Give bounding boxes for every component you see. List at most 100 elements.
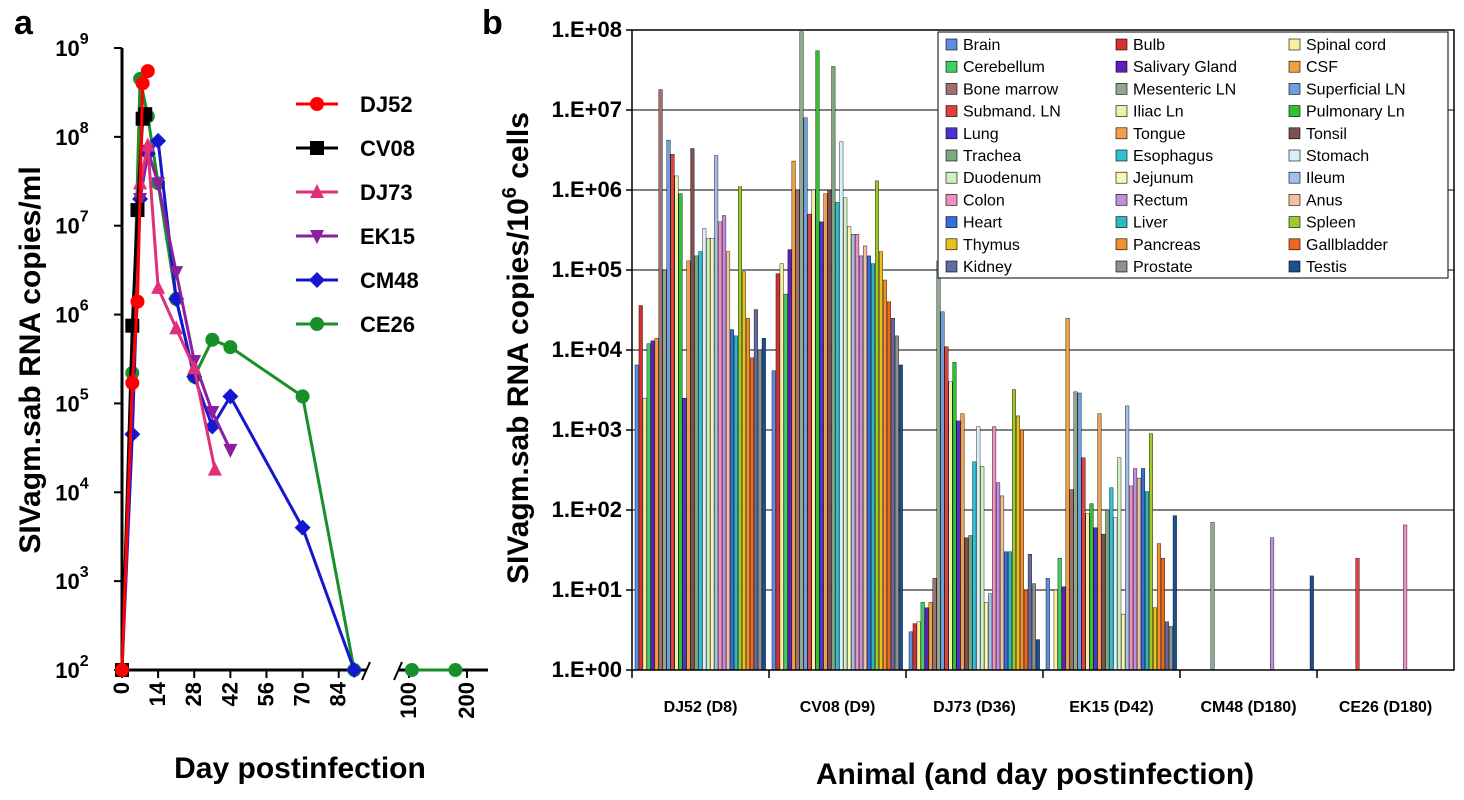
legend-label: Superficial LN [1306,81,1406,98]
legend-swatch [1288,60,1301,73]
legend-label: CM48 [360,268,419,293]
legend-item-ileum: Ileum [1288,170,1345,187]
bar-brain-ek15-d42 [1045,578,1050,671]
bar-superficial-ln-cv08-d9 [803,117,808,671]
bar-iliac-ln-ek15-d42 [1085,513,1090,671]
legend-item-stomach: Stomach [1288,148,1369,165]
legend-item-tongue: Tongue [1115,126,1186,143]
legend-swatch [1115,105,1128,117]
legend-label: Jejunum [1133,170,1193,187]
bar-submand-ln-ce26-d180 [1355,557,1360,671]
legend-item-bulb: Bulb [1115,37,1165,54]
legend-label: Esophagus [1133,148,1213,165]
bar-testis-ek15-d42 [1172,515,1177,671]
bar-testis-cv08-d9 [898,364,903,671]
bar-kidney-dj73-d36 [1027,554,1032,671]
legend-label: Mesenteric LN [1133,81,1236,98]
panel-a-x-tick-label: 84 [326,681,351,706]
series-ce26 [115,71,463,677]
legend-item-superficial-ln: Superficial LN [1288,81,1406,98]
panel-a-y-tick-label: 105 [55,386,88,416]
bar-thymus-dj52-d8 [741,271,746,671]
legend-swatch [1288,105,1301,117]
legend-item-cm48: CM48 [296,268,419,293]
bar-tongue-dj52-d8 [686,260,691,671]
bar-rectum-cm48-d180 [1270,537,1275,671]
bar-jejunum-cv08-d9 [847,226,852,671]
bar-mesenteric-ln-dj73-d36 [936,260,941,671]
legend-swatch [945,38,958,51]
bar-thymus-cv08-d9 [878,251,883,671]
bar-trachea-dj52-d8 [694,255,699,671]
legend-item-testis: Testis [1288,259,1347,276]
legend-label: Tonsil [1306,126,1347,143]
legend-swatch [1288,127,1301,140]
legend-swatch [1288,238,1301,251]
legend-label: Iliac Ln [1133,104,1184,121]
legend-item-esophagus: Esophagus [1115,148,1213,165]
bar-spleen-ek15-d42 [1149,433,1153,671]
legend-item-bone-marrow: Bone marrow [945,81,1059,98]
bar-bone-marrow-ek15-d42 [1069,489,1074,671]
data-point-cm48 [346,662,363,678]
panel-a-x-tick-label: 14 [145,681,170,706]
bar-anus-dj52-d8 [726,251,731,671]
bar-salivary-gland-dj52-d8 [650,340,655,671]
bar-salivary-gland-dj73-d36 [924,607,929,671]
legend-label: DJ73 [360,180,413,205]
legend-item-salivary-gland: Salivary Gland [1115,59,1237,76]
data-point-dj73 [151,279,166,294]
legend-swatch [1288,38,1301,51]
bar-stomach-dj52-d8 [702,228,707,671]
data-point-dj73 [207,461,222,476]
legend-label: Prostate [1133,259,1193,276]
legend-swatch [945,216,958,228]
bar-liver-cv08-d9 [871,263,876,671]
bar-tonsil-cv08-d9 [827,189,832,671]
bar-stomach-dj73-d36 [976,426,981,671]
data-point-ce26 [205,332,220,347]
panel-a-x-tick-label: 0 [109,682,134,694]
bar-duodenum-cv08-d9 [843,197,848,671]
data-point-ce26 [448,663,463,677]
bar-spinal-cord-ek15-d42 [1053,589,1058,671]
legend-label: Lung [963,126,999,143]
legend-item-pancreas: Pancreas [1115,237,1201,254]
panel-a-x-tick-label: 56 [253,682,278,706]
legend-swatch [1288,171,1301,184]
bar-anus-ek15-d42 [1137,477,1142,671]
legend-label: Colon [963,192,1005,209]
legend-label: Testis [1306,259,1347,276]
legend-item-lung: Lung [945,126,999,143]
data-point-ek15 [223,443,238,458]
bar-pancreas-dj52-d8 [745,317,750,671]
legend-label: CE26 [360,312,415,337]
panel-a-y-axis-label: SIVagm.sab RNA copies/ml [14,166,47,553]
bar-lung-cv08-d9 [819,221,824,671]
bar-spinal-cord-dj73-d36 [916,621,921,671]
legend-label: Stomach [1306,148,1369,165]
bar-spleen-cv08-d9 [875,180,879,671]
legend-item-ce26: CE26 [296,312,415,337]
bar-kidney-dj52-d8 [753,309,758,671]
legend-item-brain: Brain [945,37,1000,54]
bar-esophagus-dj73-d36 [972,461,977,671]
bar-kidney-ek15-d42 [1164,621,1169,671]
bar-jejunum-ek15-d42 [1121,613,1126,671]
panel-a-y-tick-label: 109 [55,31,88,61]
bar-trachea-dj73-d36 [968,535,973,671]
data-point-dj52 [115,663,129,677]
legend-marker [310,184,324,198]
bar-duodenum-ek15-d42 [1117,457,1122,671]
legend-item-cv08: CV08 [296,136,415,161]
bar-thymus-ek15-d42 [1152,607,1157,671]
legend-item-pulmonary-ln: Pulmonary Ln [1288,104,1405,121]
legend-item-trachea: Trachea [945,148,1021,165]
legend-label: Brain [963,37,1000,54]
bar-trachea-ek15-d42 [1105,509,1110,671]
legend-swatch [1115,238,1128,251]
bar-colon-ce26-d180 [1403,524,1408,671]
data-point-ce26 [404,663,419,677]
bar-rectum-cv08-d9 [859,255,864,671]
panel-a-line-chart: 102 103 104 105 106 107 108 109 0 14 28 42 56 70 84 100… [14,31,488,785]
